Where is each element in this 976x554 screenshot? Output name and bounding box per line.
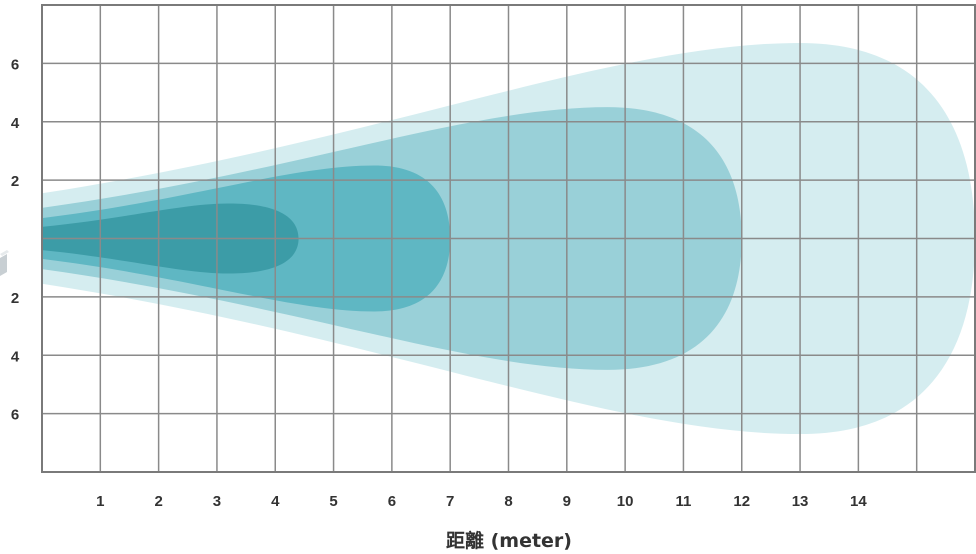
x-tick-label: 9 <box>563 493 571 510</box>
y-tick-label: 2 <box>11 290 19 307</box>
x-tick-label: 8 <box>504 493 512 510</box>
y-tick-labels: 6 4 2 2 4 6 <box>11 56 20 423</box>
sensor-icon <box>0 250 9 276</box>
x-tick-label: 13 <box>792 493 809 510</box>
plot-frame <box>41 4 976 473</box>
x-tick-label: 14 <box>850 493 867 510</box>
x-tick-label: 11 <box>676 493 692 510</box>
x-tick-label: 2 <box>154 493 162 510</box>
x-tick-label: 3 <box>213 493 221 510</box>
x-tick-label: 5 <box>329 493 337 510</box>
x-tick-label: 4 <box>271 493 280 510</box>
y-tick-label: 4 <box>11 115 20 132</box>
y-tick-label: 6 <box>11 407 19 424</box>
x-tick-label: 6 <box>388 493 396 510</box>
x-tick-label: 12 <box>733 493 750 510</box>
y-tick-label: 4 <box>11 348 20 365</box>
x-tick-labels: 1 2 3 4 5 6 7 8 9 10 11 12 13 14 <box>96 493 867 510</box>
x-axis-label: 距離 (meter) <box>446 529 572 552</box>
y-tick-label: 2 <box>11 173 19 190</box>
x-tick-label: 7 <box>446 493 454 510</box>
x-tick-label: 10 <box>617 493 634 510</box>
x-tick-label: 1 <box>96 493 104 510</box>
grid <box>42 5 975 472</box>
y-tick-label: 6 <box>11 56 19 73</box>
